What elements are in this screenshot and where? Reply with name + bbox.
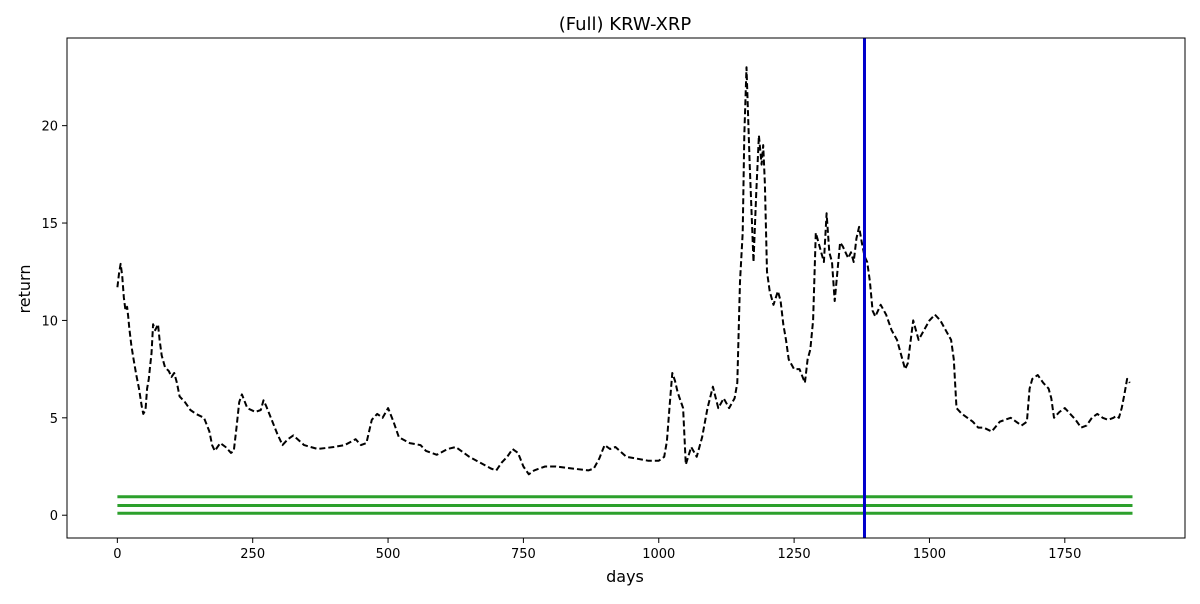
y-axis-ticks: 0 5 10 15 20 [41,120,67,524]
chart-title: (Full) KRW-XRP [559,14,692,35]
y-axis-label: return [15,265,34,314]
y-tick-label: 5 [50,412,58,427]
x-tick-label: 1250 [778,547,811,562]
x-tick-label: 500 [376,547,401,562]
x-tick-label: 1500 [913,547,946,562]
x-tick-label: 1750 [1048,547,1081,562]
plot-frame [66,37,1186,539]
x-axis-ticks: 0 250 500 750 1000 1250 1500 1750 [113,538,1081,562]
y-tick-label: 20 [41,120,58,135]
series-line-return [116,66,1131,476]
x-tick-label: 0 [113,547,121,562]
x-axis-label: days [606,567,644,586]
x-tick-label: 750 [511,547,536,562]
plot-area [116,38,1133,538]
x-tick-label: 250 [240,547,265,562]
y-tick-label: 10 [41,314,58,329]
y-tick-label: 0 [50,509,58,524]
x-tick-label: 1000 [642,547,675,562]
y-tick-label: 15 [41,217,58,232]
